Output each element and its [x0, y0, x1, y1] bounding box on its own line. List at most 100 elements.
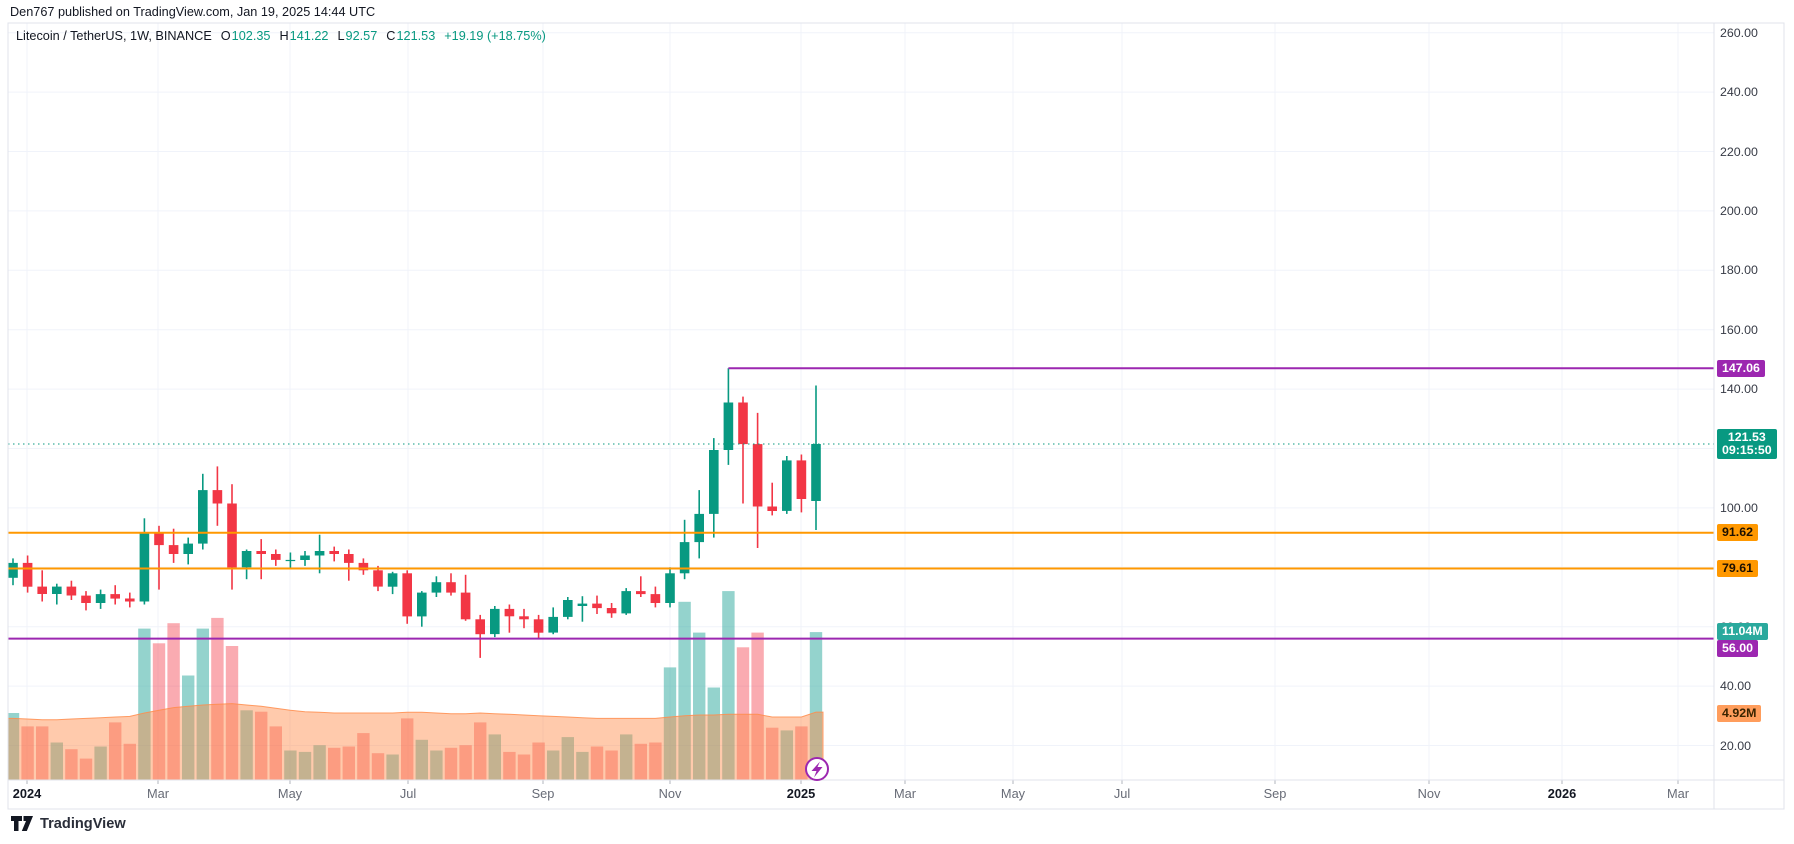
volume-bar — [167, 623, 180, 780]
flash-icon[interactable] — [805, 757, 829, 781]
candle — [782, 456, 792, 514]
price-level-badge: 91.62 — [1717, 524, 1759, 542]
candle — [577, 596, 588, 622]
volume-bar — [649, 742, 662, 780]
volume-bar — [123, 743, 136, 780]
volume-bar — [109, 722, 122, 780]
candle — [285, 552, 296, 569]
time-axis-label: Sep — [531, 786, 555, 801]
volume-bar — [152, 643, 166, 780]
time-axis-label: May — [277, 786, 303, 801]
volume-bar — [255, 711, 268, 780]
ohlc-label: C — [386, 29, 396, 43]
volume-bar — [79, 758, 93, 780]
candle — [300, 551, 310, 566]
volume-bar — [766, 727, 779, 780]
candle — [227, 484, 237, 590]
candle — [387, 571, 398, 595]
volume-bar — [576, 751, 589, 780]
volume-bar — [620, 734, 633, 780]
price-tick-label: 240.00 — [1720, 85, 1758, 100]
time-axis-label: 2025 — [786, 786, 816, 801]
candle — [475, 614, 485, 658]
price-tick-label: 100.00 — [1720, 500, 1758, 515]
change-readout: +19.19 (+18.75%) — [444, 29, 546, 43]
ohlc-label: L — [337, 29, 345, 43]
symbol-title: Litecoin / TetherUS, 1W, BINANCE — [16, 29, 212, 43]
price-tick-label: 200.00 — [1720, 203, 1758, 218]
candle — [402, 570, 412, 624]
footer: TradingView — [10, 815, 126, 832]
volume-bar — [36, 726, 49, 780]
candle — [606, 603, 617, 618]
ohlc-value: 121.53 — [396, 29, 436, 43]
candle — [344, 549, 354, 581]
candle — [796, 454, 807, 513]
candle — [256, 539, 266, 580]
price-tick-label: 40.00 — [1720, 679, 1752, 694]
volume-bar — [517, 754, 531, 780]
price-tick-label: 220.00 — [1720, 144, 1758, 159]
candle — [636, 576, 646, 597]
candle — [752, 412, 763, 548]
volume-bar — [211, 617, 224, 780]
volume-bar — [590, 746, 604, 780]
candle — [519, 608, 529, 629]
candle — [738, 396, 748, 504]
volume-bar — [196, 628, 209, 780]
volume-bar — [8, 713, 20, 780]
time-axis-label: Nov — [658, 786, 682, 801]
volume-bar — [459, 745, 472, 780]
volume-bar — [357, 733, 370, 780]
volume-bar — [444, 747, 458, 780]
volume-bar — [313, 745, 326, 780]
volume-bar — [386, 754, 399, 780]
candle — [8, 558, 18, 586]
candle — [81, 591, 91, 611]
candle — [811, 385, 821, 530]
volume-bar — [284, 750, 297, 780]
candle — [168, 528, 179, 563]
price-level-badge: 147.06 — [1717, 359, 1765, 377]
price-tick-label: 180.00 — [1720, 263, 1758, 278]
time-axis-label: May — [1000, 786, 1026, 801]
volume-bar — [269, 726, 282, 780]
volume-bar — [663, 667, 677, 780]
candle — [329, 546, 339, 562]
tradingview-logo-icon[interactable] — [10, 815, 34, 832]
time-axis-label: Mar — [1666, 786, 1690, 801]
volume-bar — [751, 632, 764, 780]
time-axis-label: 2026 — [1547, 786, 1577, 801]
volume-bar — [182, 675, 195, 780]
candle — [417, 591, 427, 627]
volume-bar — [474, 722, 487, 780]
price-level-badge: 79.61 — [1717, 560, 1759, 577]
volume-value-badge: 11.04M — [1717, 622, 1768, 640]
time-axis-label: 2024 — [12, 786, 42, 801]
candle — [563, 597, 573, 620]
candle — [271, 549, 281, 566]
candle — [358, 558, 369, 575]
candle — [22, 555, 33, 593]
volume-bar — [401, 718, 414, 780]
volume-bar — [693, 632, 706, 780]
candle — [446, 573, 456, 596]
volume-bar — [707, 687, 720, 780]
plot-border — [7, 22, 1785, 810]
volume-ma-area — [8, 703, 824, 780]
volume-bar — [532, 742, 545, 780]
candle — [548, 607, 558, 635]
candle — [431, 576, 442, 597]
volume-bar — [547, 750, 560, 780]
candle — [66, 580, 77, 600]
price-tick-label: 140.00 — [1720, 382, 1758, 397]
volume-bar — [138, 628, 151, 780]
candle — [110, 585, 120, 605]
volume-bar — [65, 749, 78, 780]
candle — [241, 549, 252, 580]
ohlc-value: 102.35 — [231, 29, 271, 43]
candle — [621, 588, 631, 615]
volume-bar — [488, 734, 501, 780]
